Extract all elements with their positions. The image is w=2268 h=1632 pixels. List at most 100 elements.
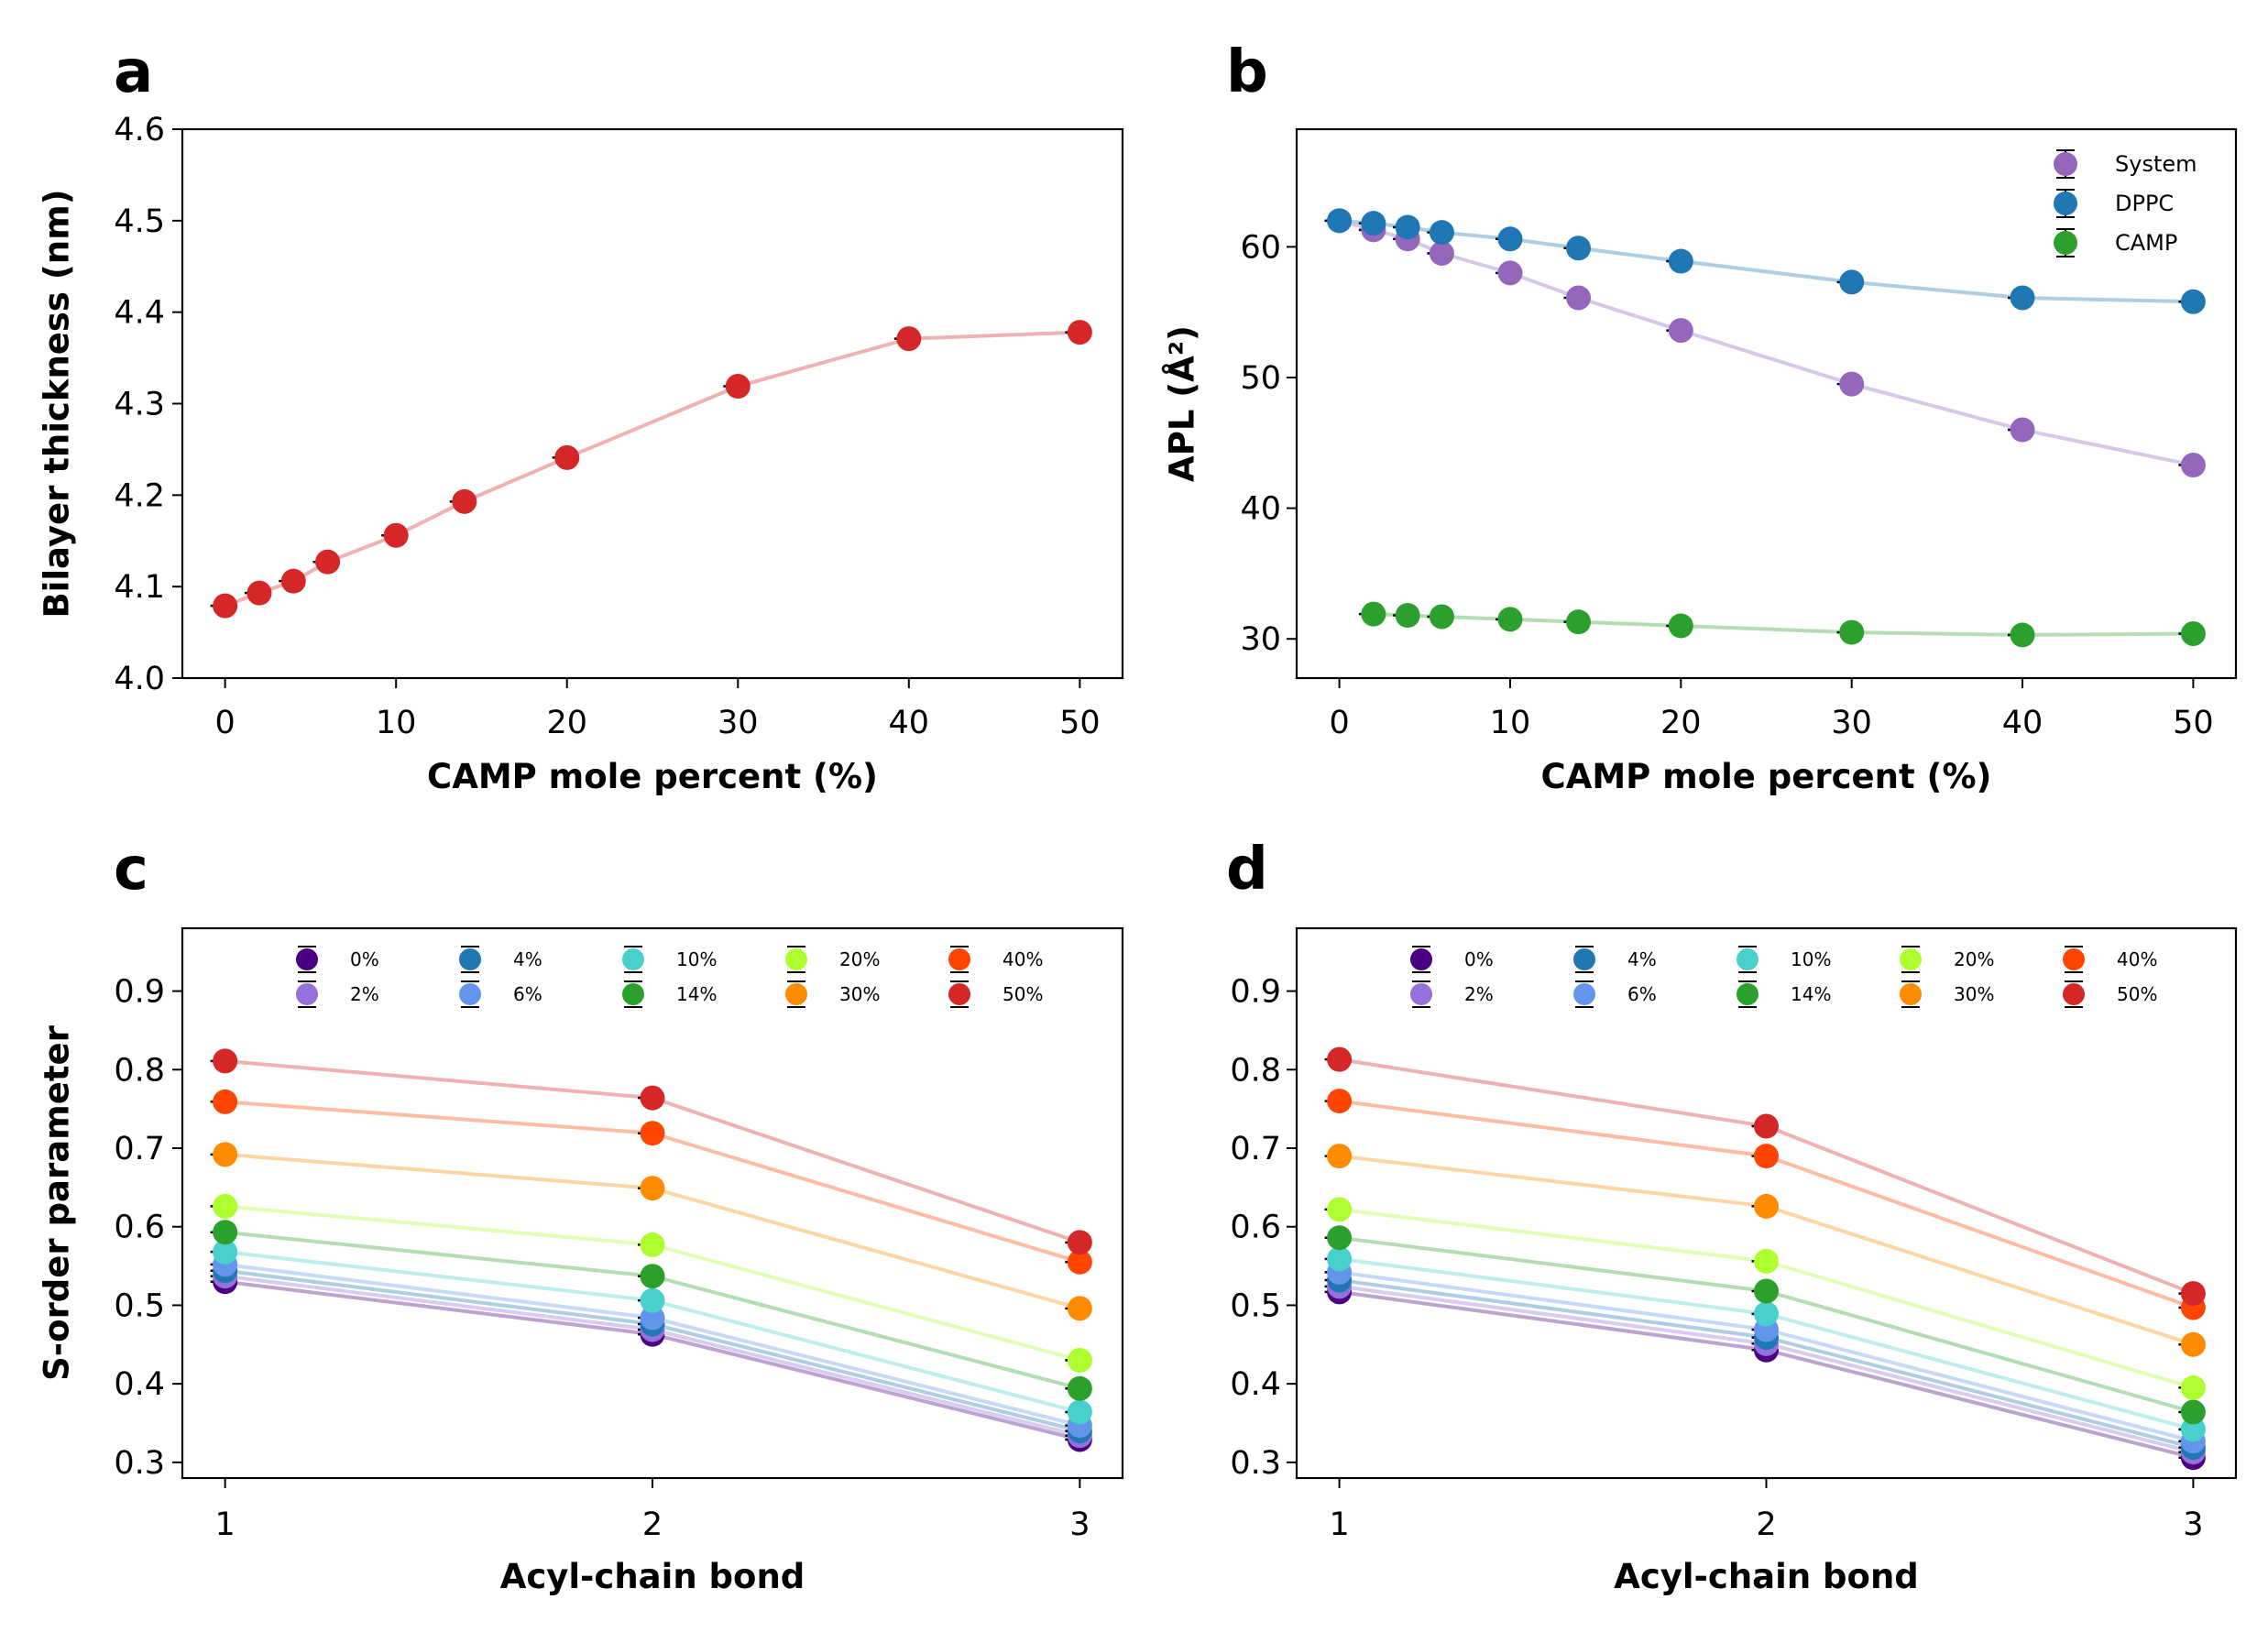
panel-d-order-parameter: 1 2 3 0.3 0.4 0.5 0.6 0.7 0.8 0.9 Acyl-chain bond 0…	[1230, 926, 2238, 1596]
x-tick-label: 20	[1660, 705, 1702, 741]
y-tick-label: 4.6	[114, 112, 165, 148]
x-tick-label: 30	[1831, 705, 1872, 741]
y-tick-label: 4.4	[114, 295, 165, 332]
y-tick-label: 0.9	[1230, 974, 1281, 1011]
y-tick-label: 0.8	[1230, 1052, 1281, 1089]
y-tick-label: 60	[1240, 229, 1281, 266]
x-axis-label: CAMP mole percent (%)	[1541, 757, 1992, 796]
data-point	[213, 593, 238, 619]
data-point	[213, 1142, 238, 1167]
data-point	[896, 326, 922, 352]
data-point	[452, 488, 477, 514]
legend-marker	[1737, 948, 1759, 970]
data-point	[2180, 453, 2206, 478]
panel-c-order-parameter: 1 2 3 0.3 0.4 0.5 0.6 0.7 0.8 0.9 Acyl-chain bond S…	[38, 926, 1124, 1596]
data-point	[554, 444, 580, 470]
legend-marker	[622, 983, 644, 1005]
legend-label: 0%	[1464, 948, 1494, 970]
legend-label: 20%	[1954, 948, 1994, 970]
legend-marker	[459, 948, 481, 970]
data-point	[1429, 220, 1454, 246]
y-tick-label: 50	[1240, 360, 1281, 397]
legend-label: 40%	[2117, 948, 2157, 970]
data-point	[2180, 1331, 2206, 1357]
x-axis-label: Acyl-chain bond	[500, 1557, 805, 1596]
data-point	[2180, 1375, 2206, 1400]
data-point	[1754, 1301, 1779, 1327]
legend-label: 50%	[1003, 983, 1043, 1005]
legend-marker	[1410, 948, 1432, 970]
data-point	[1429, 240, 1454, 266]
y-tick-label: 4.3	[114, 387, 165, 423]
legend-label: 30%	[839, 983, 880, 1005]
legend-label: 14%	[1791, 983, 1831, 1005]
data-point	[1566, 285, 1591, 311]
y-tick-label: 0.4	[1230, 1366, 1281, 1403]
legend-label: 14%	[676, 983, 717, 1005]
x-tick-label: 2	[1756, 1506, 1776, 1543]
data-point	[1566, 235, 1591, 261]
y-tick-label: 4.5	[114, 203, 165, 240]
legend-marker	[1573, 983, 1595, 1005]
plot-frame	[1295, 127, 2238, 680]
series-line	[224, 330, 1080, 608]
data-point	[1067, 1249, 1092, 1275]
legend-marker	[1410, 983, 1432, 1005]
y-tick-label: 4.0	[114, 661, 165, 697]
data-point	[1395, 214, 1420, 240]
data-point	[1839, 619, 1865, 645]
x-tick-label: 1	[1329, 1506, 1349, 1543]
data-point	[1754, 1278, 1779, 1304]
series-line	[1339, 218, 2194, 467]
legend-marker	[2054, 192, 2077, 215]
legend-label: 30%	[1954, 983, 1994, 1005]
data-point	[1361, 601, 1386, 627]
legend-marker	[1573, 948, 1595, 970]
data-point	[1327, 1225, 1353, 1251]
y-tick-label: 0.3	[1230, 1445, 1281, 1482]
data-point	[1067, 320, 1092, 345]
y-tick-label: 4.2	[114, 477, 165, 514]
y-tick-label: 0.9	[114, 974, 165, 1011]
data-point	[640, 1121, 665, 1146]
legend-label: DPPC	[2115, 191, 2174, 216]
x-tick-label: 3	[1069, 1506, 1090, 1543]
legend-label: 4%	[513, 948, 542, 970]
y-tick-label: 0.4	[114, 1366, 165, 1403]
data-point	[1668, 318, 1693, 344]
data-point	[640, 1287, 665, 1313]
y-tick-label: 4.1	[114, 569, 165, 606]
x-tick-label: 2	[642, 1506, 663, 1543]
data-point	[2010, 285, 2035, 311]
legend-label: 0%	[350, 948, 379, 970]
legend-marker	[948, 948, 970, 970]
data-point	[1327, 1089, 1353, 1114]
legend-marker	[785, 948, 807, 970]
legend-label: 4%	[1627, 948, 1657, 970]
data-point	[1327, 1144, 1353, 1169]
data-point	[640, 1176, 665, 1201]
panel-letter-c: c	[114, 836, 148, 904]
legend-label: 10%	[1791, 948, 1831, 970]
legend-label: System	[2115, 151, 2197, 177]
panel-a-bilayer-thickness: 0 10 20 30 40 50 4.0 4.1 4.2 4.3 4.4 4.5 4.6 CAMP mol…	[38, 112, 1124, 796]
legend-marker	[622, 948, 644, 970]
data-point	[383, 522, 409, 548]
legend-label: 50%	[2117, 983, 2157, 1005]
data-point	[1497, 260, 1523, 286]
panel-b-area-per-lipid: 0 10 20 30 40 50 30 40 50 60 CAMP mole percent (%)…	[1162, 127, 2238, 796]
data-point	[247, 580, 272, 606]
legend-label: 2%	[1464, 983, 1494, 1005]
x-tick-label: 30	[718, 705, 759, 741]
x-axis-label: CAMP mole percent (%)	[427, 757, 878, 796]
data-point	[2010, 417, 2035, 443]
data-point	[2180, 1399, 2206, 1425]
data-point	[213, 1239, 238, 1265]
data-point	[2010, 622, 2035, 648]
data-point	[1497, 226, 1523, 252]
data-point	[1754, 1193, 1779, 1219]
legend-marker	[2054, 231, 2077, 255]
data-point	[640, 1085, 665, 1111]
x-tick-label: 50	[1059, 705, 1101, 741]
data-point	[1497, 607, 1523, 632]
